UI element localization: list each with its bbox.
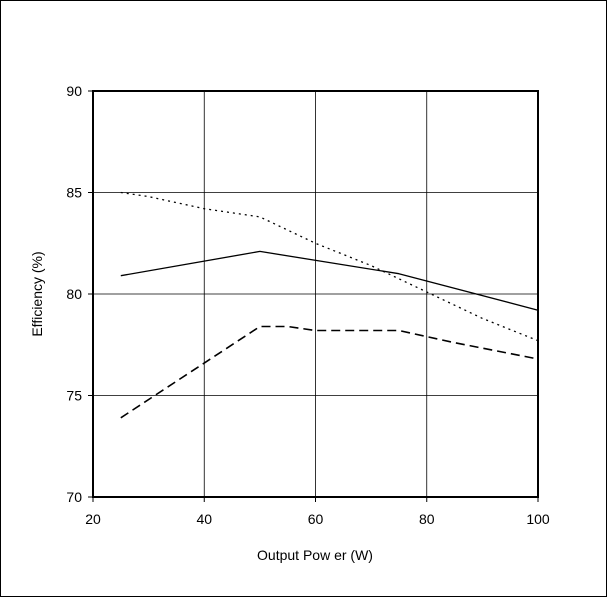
x-axis-title: Output Pow er (W) xyxy=(257,547,373,563)
x-tick-label: 40 xyxy=(196,511,212,527)
x-tick-label: 60 xyxy=(308,511,324,527)
x-tick-label: 80 xyxy=(419,511,435,527)
y-tick-label: 85 xyxy=(66,185,82,201)
x-tick-label: 20 xyxy=(85,511,101,527)
y-tick-label: 75 xyxy=(66,388,82,404)
series-line-dashed xyxy=(120,325,539,419)
y-tick-label: 90 xyxy=(66,83,82,99)
y-tick-label: 80 xyxy=(66,286,82,302)
gridlines xyxy=(93,91,538,497)
y-axis-title: Efficiency (%) xyxy=(29,251,45,336)
series-line-dotted xyxy=(120,191,539,342)
x-tick-label: 100 xyxy=(526,511,550,527)
series-lines xyxy=(120,191,539,419)
y-tick-label: 70 xyxy=(66,489,82,505)
series-line-solid xyxy=(120,250,539,311)
axis-ticks: 20 40 60 80 100 70 75 80 85 90 xyxy=(66,83,549,527)
